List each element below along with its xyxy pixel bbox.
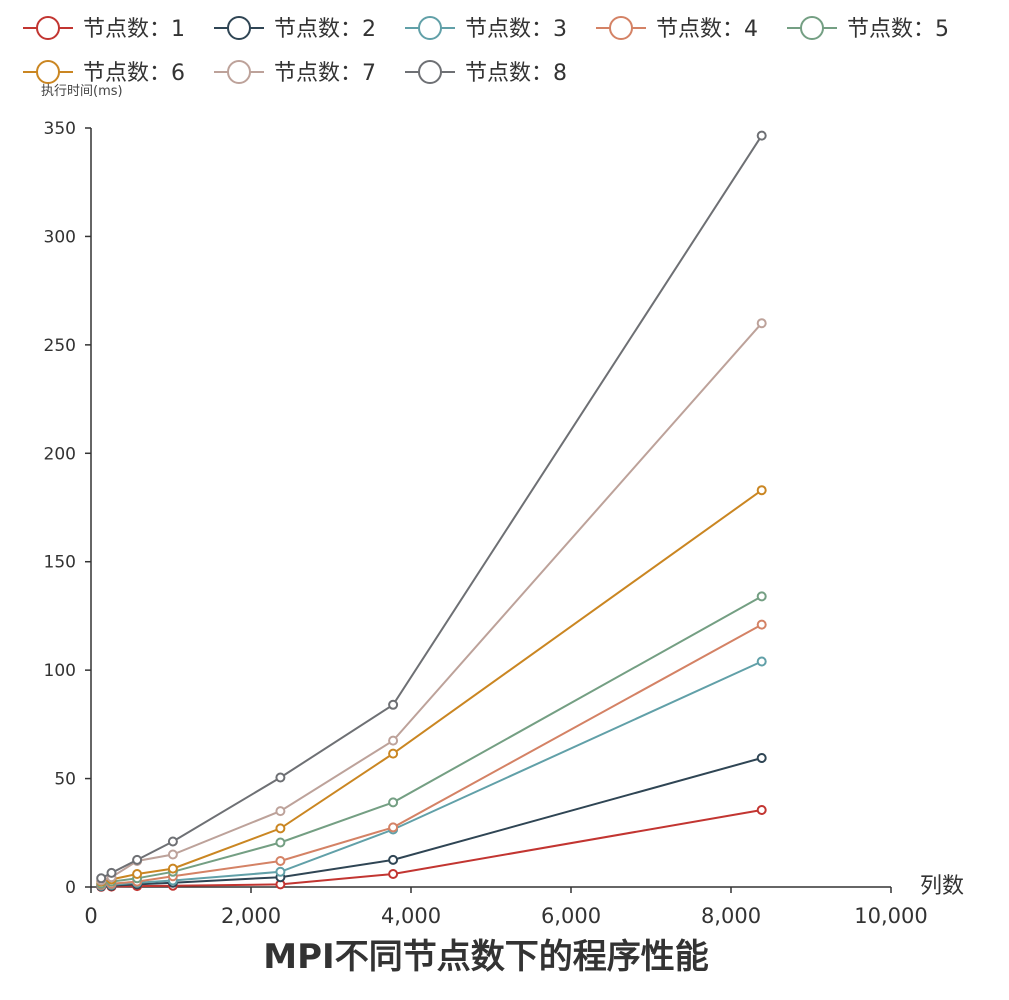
data-point [132, 854, 143, 865]
x-tick-label: 6,000 [541, 904, 601, 928]
axes: 0 50 100 150 200 250 300 350 0 2,000 4,000 6,000 8,0… [44, 119, 928, 928]
legend-label: 节点数：7 [274, 61, 376, 86]
series-line [101, 623, 763, 886]
chart-title: MPI不同节点数下的程序性能 [263, 937, 708, 977]
series-7 [96, 318, 767, 886]
legend-marker-icon [227, 16, 251, 40]
series-line [100, 489, 763, 883]
x-tick-label: 8,000 [701, 904, 761, 928]
data-point [275, 772, 286, 783]
legend-marker-icon [609, 16, 633, 40]
data-point [388, 854, 399, 865]
data-point [167, 849, 178, 860]
x-tick-label: 2,000 [221, 904, 281, 928]
legend-label: 节点数：6 [83, 61, 185, 86]
x-axis-label: 列数 [920, 874, 964, 899]
series-3 [96, 656, 767, 891]
y-tick-label: 100 [44, 661, 76, 681]
data-point [275, 837, 286, 848]
legend-item[interactable]: 节点数：8 [405, 60, 567, 86]
y-tick-label: 350 [44, 119, 76, 139]
data-point [388, 735, 399, 746]
x-tick-label: 4,000 [381, 904, 441, 928]
series-8 [96, 130, 767, 884]
data-point [96, 873, 107, 884]
series-line [100, 135, 763, 880]
series-5 [96, 591, 767, 889]
legend-marker-icon [800, 16, 824, 40]
legend-marker-icon [36, 60, 60, 84]
legend-item[interactable]: 节点数：2 [214, 16, 376, 42]
data-point [132, 869, 143, 879]
legend-marker-icon [36, 16, 60, 40]
series-lines [96, 130, 767, 892]
y-tick-label: 200 [44, 444, 76, 464]
data-point [756, 619, 767, 630]
legend-label: 节点数：2 [274, 17, 376, 42]
y-tick-label: 250 [44, 336, 76, 356]
data-point [388, 822, 399, 833]
data-point [756, 805, 767, 815]
data-point [388, 797, 399, 808]
legend-label: 节点数：5 [847, 17, 949, 42]
data-point [167, 863, 178, 874]
legend-item[interactable]: 节点数：4 [596, 16, 758, 42]
legend-marker-icon [418, 60, 442, 84]
series-2 [96, 753, 767, 892]
legend-item[interactable]: 节点数：1 [23, 16, 185, 42]
legend-marker-icon [227, 60, 251, 84]
data-point [756, 753, 767, 763]
x-tick-label: 0 [84, 904, 97, 928]
legend-marker-icon [418, 16, 442, 40]
legend-item[interactable]: 节点数：7 [214, 60, 376, 86]
y-tick-label: 50 [54, 770, 76, 790]
legend-item[interactable]: 节点数：6 [23, 60, 185, 86]
legend-label: 节点数：8 [465, 61, 567, 86]
series-6 [96, 485, 767, 887]
data-point [756, 130, 767, 141]
data-point [275, 806, 286, 817]
y-tick-label: 0 [65, 878, 76, 898]
legend-label: 节点数：3 [465, 17, 567, 42]
y-tick-label: 300 [44, 227, 76, 247]
data-point [275, 823, 286, 834]
data-point [106, 867, 117, 878]
data-point [756, 485, 767, 496]
data-point [167, 836, 178, 847]
series-line [101, 595, 763, 885]
data-point [388, 869, 399, 879]
data-point [756, 656, 767, 667]
data-point [275, 856, 286, 866]
y-axis-label: 执行时间(ms) [41, 84, 123, 99]
legend-item[interactable]: 节点数：3 [405, 16, 567, 42]
data-point [275, 866, 286, 877]
data-point [388, 699, 399, 710]
legend-label: 节点数：4 [656, 17, 758, 42]
legend-item[interactable]: 节点数：5 [787, 16, 949, 42]
y-tick-label: 150 [44, 553, 76, 573]
legend: 节点数：1 节点数：2 节点数：3 节点数：4 节点数：5 节点数：6 节点数：7 节点数：8 [23, 16, 949, 86]
x-tick-label: 10,000 [854, 904, 927, 928]
data-point [756, 318, 767, 329]
data-point [388, 748, 399, 759]
legend-label: 节点数：1 [83, 17, 185, 42]
plot-area: 0 50 100 150 200 250 300 350 0 2,000 4,000 6,000 8,0… [44, 119, 928, 928]
series-line [100, 322, 763, 882]
data-point [756, 591, 767, 602]
series-line [101, 660, 763, 887]
